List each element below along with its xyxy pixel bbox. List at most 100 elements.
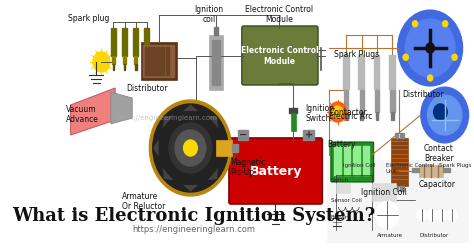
Circle shape xyxy=(412,21,418,27)
Circle shape xyxy=(428,75,433,81)
Circle shape xyxy=(153,104,228,192)
Circle shape xyxy=(434,104,447,120)
Bar xyxy=(135,64,137,70)
Bar xyxy=(344,146,351,176)
Bar xyxy=(303,130,314,140)
Bar xyxy=(210,35,223,90)
Bar xyxy=(155,47,159,75)
Bar xyxy=(212,40,220,85)
Bar xyxy=(343,55,350,90)
Bar xyxy=(360,112,363,120)
Text: Ignition Coil: Ignition Coil xyxy=(343,163,375,168)
Bar xyxy=(328,160,468,242)
Text: Contact
Breaker: Contact Breaker xyxy=(424,144,454,163)
Polygon shape xyxy=(111,92,132,124)
Circle shape xyxy=(426,43,435,53)
Bar xyxy=(216,140,231,156)
Circle shape xyxy=(443,21,448,27)
Bar xyxy=(419,165,443,177)
Bar xyxy=(391,90,395,112)
Polygon shape xyxy=(222,139,228,157)
Text: +: + xyxy=(304,130,313,140)
Bar xyxy=(391,138,408,186)
Text: Sensor Coil: Sensor Coil xyxy=(331,198,362,203)
Circle shape xyxy=(93,52,110,72)
Bar xyxy=(374,55,381,90)
Circle shape xyxy=(427,209,437,221)
Text: Capacitor: Capacitor xyxy=(419,180,456,189)
Bar xyxy=(359,90,364,112)
FancyBboxPatch shape xyxy=(242,26,318,85)
Circle shape xyxy=(452,54,457,60)
Text: Armature
Or Reluctor: Armature Or Reluctor xyxy=(122,192,165,211)
Circle shape xyxy=(421,87,469,143)
Polygon shape xyxy=(207,167,219,181)
Circle shape xyxy=(329,102,346,122)
Bar xyxy=(150,47,154,75)
Bar xyxy=(412,168,419,172)
Text: Distributor: Distributor xyxy=(419,233,448,238)
Bar xyxy=(161,47,164,75)
Bar xyxy=(332,110,345,118)
Bar xyxy=(237,130,248,140)
FancyBboxPatch shape xyxy=(229,138,322,204)
Polygon shape xyxy=(182,104,199,111)
Text: Ignition
Switch: Ignition Switch xyxy=(305,104,334,124)
Bar xyxy=(143,45,174,77)
Bar xyxy=(391,112,394,120)
Text: Electronic Control
Module: Electronic Control Module xyxy=(241,46,319,66)
Bar xyxy=(353,146,361,176)
Circle shape xyxy=(375,201,399,229)
Bar xyxy=(145,56,148,64)
Bar xyxy=(231,144,238,152)
Bar xyxy=(400,186,403,191)
Circle shape xyxy=(169,123,212,173)
Circle shape xyxy=(175,130,206,166)
Bar xyxy=(134,56,137,64)
Circle shape xyxy=(447,209,457,221)
Bar xyxy=(376,112,378,120)
Bar xyxy=(291,113,296,131)
Bar xyxy=(336,183,350,193)
Bar xyxy=(112,56,115,64)
Text: Battery: Battery xyxy=(328,140,356,149)
Polygon shape xyxy=(207,115,219,129)
Bar xyxy=(389,55,396,90)
Text: https://engineeringlearn.com: https://engineeringlearn.com xyxy=(116,115,218,121)
Circle shape xyxy=(403,54,408,60)
Bar xyxy=(111,28,116,56)
Bar xyxy=(334,146,342,176)
Text: Spark Plugs: Spark Plugs xyxy=(334,50,379,59)
Text: Distributor: Distributor xyxy=(126,84,167,93)
Bar xyxy=(375,90,379,112)
Bar xyxy=(395,133,399,138)
Circle shape xyxy=(183,140,197,156)
Bar xyxy=(123,56,126,64)
Text: https://engineeringlearn.com: https://engineeringlearn.com xyxy=(132,225,255,234)
Text: Electronic Control
Unit: Electronic Control Unit xyxy=(386,163,434,174)
Text: Contactor: Contactor xyxy=(329,108,367,117)
Bar xyxy=(400,133,403,138)
Circle shape xyxy=(398,10,463,86)
Text: Spark plug: Spark plug xyxy=(68,14,109,23)
Bar xyxy=(372,183,396,201)
Bar xyxy=(144,28,149,56)
Text: Ignition
coil: Ignition coil xyxy=(195,5,224,24)
Text: Battery: Battery xyxy=(331,215,351,220)
Bar xyxy=(146,64,148,70)
Polygon shape xyxy=(153,139,159,157)
Polygon shape xyxy=(71,88,115,135)
Bar xyxy=(141,42,177,80)
Polygon shape xyxy=(163,167,174,181)
Text: Electronic Control
Module: Electronic Control Module xyxy=(246,5,313,24)
Bar xyxy=(165,47,169,75)
Bar xyxy=(214,27,218,35)
Circle shape xyxy=(428,95,462,135)
Text: Ignition Coil: Ignition Coil xyxy=(361,188,407,197)
Text: Distributor: Distributor xyxy=(402,90,444,99)
Bar xyxy=(122,28,127,56)
Bar xyxy=(112,64,114,70)
Circle shape xyxy=(437,209,447,221)
Polygon shape xyxy=(182,185,199,192)
Circle shape xyxy=(417,209,427,221)
